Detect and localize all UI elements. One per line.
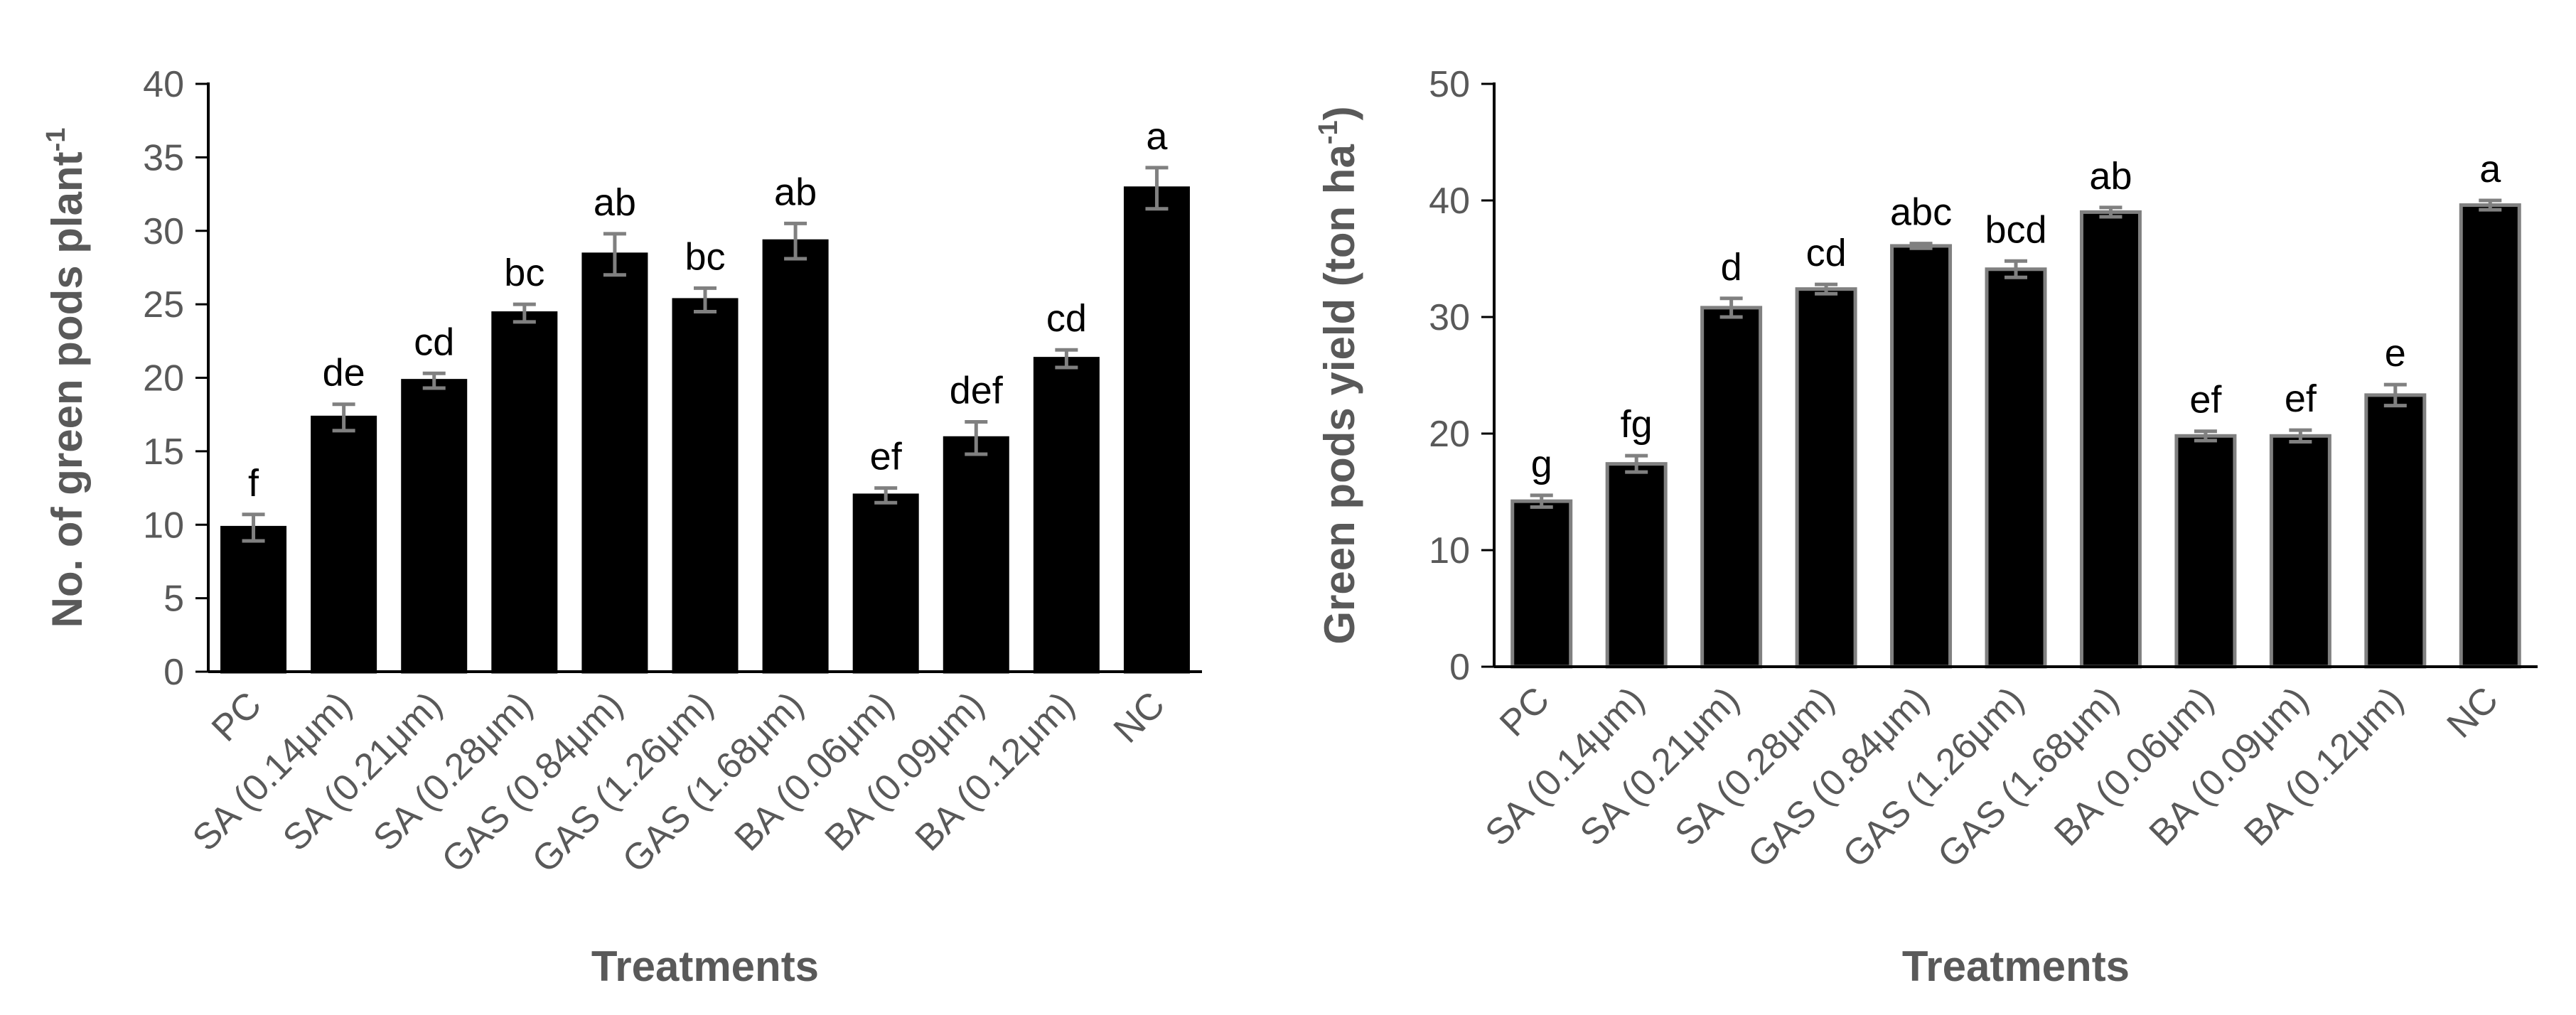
significance-label: d: [1721, 246, 1742, 289]
error-bar: [874, 486, 898, 505]
bar: [1510, 499, 1573, 669]
bar: [2174, 434, 2237, 669]
bar: [2079, 210, 2142, 669]
y-tick-label: 0: [163, 652, 184, 693]
y-tick-label: 5: [163, 579, 184, 620]
significance-label: ab: [774, 171, 817, 213]
y-tick-label: 30: [143, 211, 184, 252]
category-label: NC: [2440, 679, 2506, 746]
significance-label: fg: [1621, 403, 1653, 446]
y-tick-label: 20: [143, 358, 184, 399]
y-axis-title-text: Green pods yield (ton ha: [1316, 144, 1363, 645]
bar: [1605, 462, 1668, 669]
significance-label: abc: [1890, 191, 1952, 234]
bar: [672, 298, 739, 674]
bar: [1123, 186, 1190, 674]
significance-label: cd: [1046, 297, 1087, 340]
error-bar: [332, 402, 355, 433]
y-tick-label: 30: [1429, 297, 1470, 338]
significance-label: ab: [594, 181, 636, 224]
y-tick-label: 40: [1429, 181, 1470, 222]
y-tick-label: 0: [1449, 647, 1470, 688]
error-bar: [1719, 296, 1743, 319]
category-label: PC: [204, 684, 269, 749]
significance-label: e: [2385, 332, 2406, 375]
y-tick-label: 40: [143, 64, 184, 105]
y-axis-title-end: ): [1316, 106, 1363, 120]
significance-label: ef: [870, 436, 903, 478]
y-axis-title: No. of green pods plant-1: [41, 128, 91, 628]
error-bar: [694, 286, 717, 313]
bar: [2459, 203, 2521, 669]
bar: [762, 239, 829, 674]
error-bar: [1815, 282, 1838, 296]
y-tick-label: 15: [143, 431, 184, 473]
error-bar: [965, 420, 988, 456]
error-bar: [1055, 348, 1078, 370]
error-bar: [2479, 198, 2502, 212]
bar: [852, 493, 919, 674]
bar: [491, 311, 558, 674]
error-bar: [2194, 429, 2217, 443]
x-axis-title: Treatments: [591, 942, 819, 990]
error-bar: [1530, 493, 1553, 509]
significance-label: cd: [414, 321, 454, 363]
significance-label: a: [2479, 148, 2501, 190]
significance-label: ab: [2089, 155, 2132, 198]
error-bar: [1145, 166, 1169, 211]
error-bar: [242, 512, 265, 543]
bar: [1890, 244, 1953, 669]
error-bar: [1909, 242, 1933, 250]
significance-label: bcd: [1985, 208, 2046, 251]
y-tick-label: 25: [143, 284, 184, 326]
y-tick-label: 35: [143, 137, 184, 178]
bar: [1700, 306, 1763, 669]
category-label: PC: [1492, 679, 1557, 744]
bar: [1033, 357, 1100, 674]
bar: [943, 436, 1009, 674]
significance-label: ef: [2285, 377, 2317, 420]
bar: [1795, 287, 1857, 669]
error-bar: [2099, 205, 2122, 219]
significance-label: f: [248, 462, 259, 505]
y-tick-label: 10: [1429, 530, 1470, 571]
significance-label: g: [1531, 443, 1552, 485]
bar: [311, 415, 377, 674]
bar: [1985, 267, 2047, 669]
error-bar: [603, 232, 626, 277]
y-axis-title: Green pods yield (ton ha-1): [1314, 106, 1363, 644]
significance-label: a: [1146, 115, 1168, 158]
y-axis-title-text: No. of green pods plant: [43, 151, 91, 628]
significance-label: bc: [685, 235, 725, 278]
bar: [401, 379, 468, 674]
bar: [2364, 393, 2427, 669]
y-axis-title-superscript: -1: [41, 128, 71, 152]
significance-label: def: [950, 370, 1004, 412]
significance-label: ef: [2189, 379, 2222, 421]
error-bar: [512, 302, 536, 324]
bar: [581, 252, 648, 674]
error-bar: [2383, 382, 2407, 408]
error-bar: [1625, 453, 1648, 474]
significance-label: cd: [1806, 232, 1847, 274]
y-axis-title-superscript: -1: [1314, 120, 1343, 144]
y-tick-label: 20: [1429, 414, 1470, 455]
bar: [2269, 434, 2331, 669]
bar: [220, 525, 287, 674]
significance-label: de: [323, 352, 365, 394]
y-tick-label: 10: [143, 505, 184, 546]
category-label: NC: [1106, 684, 1173, 751]
significance-label: bc: [504, 252, 544, 294]
error-bar: [2289, 428, 2312, 444]
error-bar: [422, 371, 446, 390]
error-bar: [2005, 259, 2027, 279]
error-bar: [784, 221, 807, 261]
x-axis-title: Treatments: [1902, 942, 2130, 990]
y-tick-label: 50: [1429, 64, 1470, 105]
